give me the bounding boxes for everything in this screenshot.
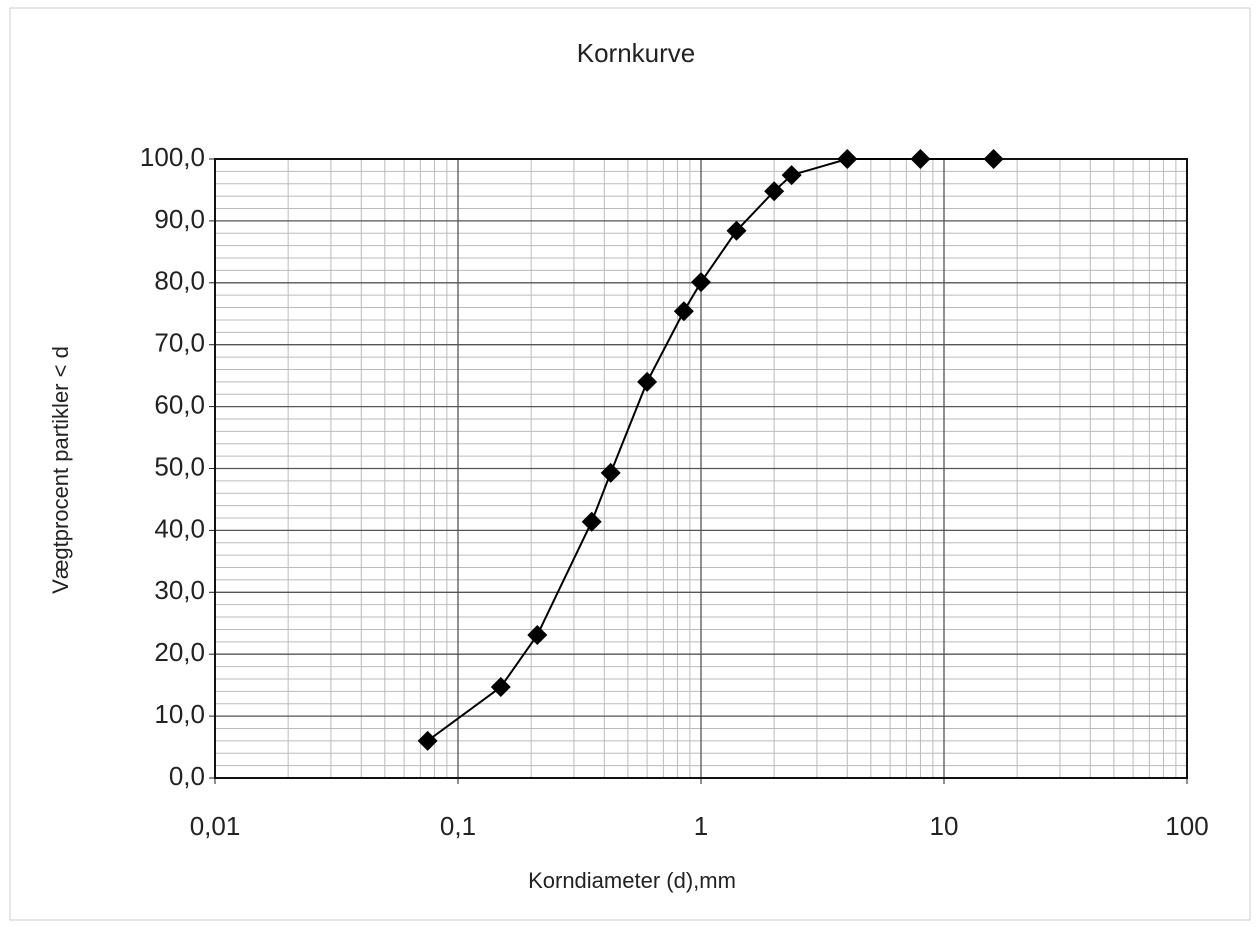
y-axis-label: Vægtprocent partikler < d — [48, 346, 73, 594]
data-point — [764, 181, 785, 202]
plot-border — [214, 158, 1188, 779]
y-tick-label: 100,0 — [140, 142, 205, 172]
data-point — [637, 371, 658, 392]
y-tick-label: 60,0 — [154, 389, 205, 419]
y-tick-label: 30,0 — [154, 575, 205, 605]
y-tick-label: 90,0 — [154, 204, 205, 234]
y-tick-label: 0,0 — [169, 761, 205, 791]
y-tick-label: 40,0 — [154, 513, 205, 543]
y-tick-label: 50,0 — [154, 451, 205, 481]
x-axis-label: Korndiameter (d),mm — [528, 868, 736, 893]
data-point — [910, 149, 931, 169]
y-tick-label: 20,0 — [154, 637, 205, 667]
data-point — [781, 165, 802, 186]
y-tick-label: 80,0 — [154, 266, 205, 296]
data-point — [490, 677, 511, 698]
data-point — [581, 511, 602, 532]
data-point — [837, 149, 858, 169]
data-point — [417, 730, 438, 751]
chart-title: Kornkurve — [577, 38, 696, 68]
x-tick-label: 0,1 — [440, 811, 476, 841]
x-tick-label: 1 — [694, 811, 708, 841]
y-tick-label: 10,0 — [154, 699, 205, 729]
data-point — [673, 301, 694, 322]
data-point — [527, 625, 548, 646]
x-tick-label: 10 — [930, 811, 959, 841]
data-line — [427, 158, 994, 742]
data-point — [691, 272, 711, 293]
data-point — [600, 462, 621, 483]
x-tick-label: 100 — [1165, 811, 1208, 841]
x-tick-label: 0,01 — [190, 811, 241, 841]
data-point — [983, 149, 1004, 169]
data-point — [726, 220, 747, 241]
y-tick-label: 70,0 — [154, 328, 205, 358]
